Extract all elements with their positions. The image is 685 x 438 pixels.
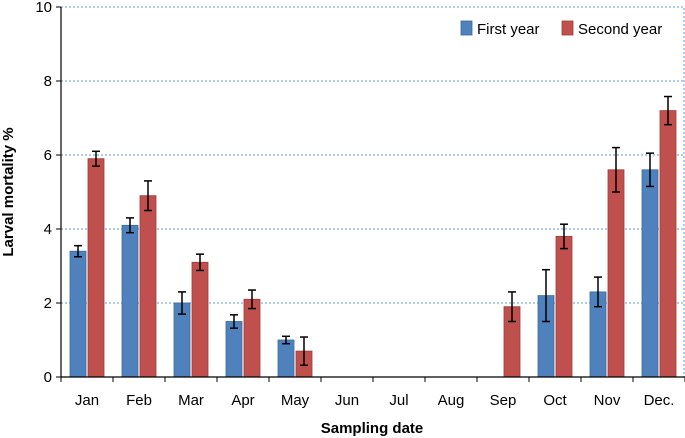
x-axis-title: Sampling date <box>321 420 424 437</box>
y-tick-labels: 0 2 4 6 8 10 <box>35 0 52 386</box>
axes <box>56 6 685 382</box>
bar-second-year-dec <box>659 110 677 378</box>
bar-first-year-dec <box>641 169 659 378</box>
x-tick-label-jan: Jan <box>75 392 99 409</box>
error-bar-first-year-apr <box>230 314 238 329</box>
bar-second-year-jan <box>87 158 105 378</box>
error-bar-first-year-nov <box>594 276 602 308</box>
legend-swatch-second-year <box>561 20 574 36</box>
bar-second-year-oct <box>555 235 573 378</box>
x-tick-label-jun: Jun <box>335 392 359 409</box>
x-tick-label-sep: Sep <box>490 392 517 409</box>
x-tick-label-apr: Apr <box>231 392 254 409</box>
x-tick-label-jul: Jul <box>389 392 408 409</box>
legend-label-first-year: First year <box>477 21 540 38</box>
error-bar-first-year-oct <box>542 268 550 323</box>
y-tick-label-4: 4 <box>44 221 52 238</box>
bar-first-year-may <box>277 339 295 378</box>
y-axis-title: Larval mortality % <box>0 127 17 256</box>
bar-first-year-apr <box>225 321 243 378</box>
bar-first-year-feb <box>121 224 139 378</box>
y-tick-label-0: 0 <box>44 369 52 386</box>
legend-swatch-first-year <box>460 20 473 36</box>
bar-second-year-feb <box>139 195 157 378</box>
x-tick-label-may: May <box>281 392 310 409</box>
error-bar-second-year-jan <box>92 150 100 167</box>
error-bar-first-year-may <box>282 335 290 345</box>
error-bar-first-year-dec <box>646 152 654 188</box>
legend: First year Second year <box>460 20 662 38</box>
y-tick-label-8: 8 <box>44 73 52 90</box>
error-bar-second-year-apr <box>248 289 256 310</box>
y-tick-label-6: 6 <box>44 147 52 164</box>
error-bar-second-year-oct <box>560 223 568 250</box>
x-tick-label-oct: Oct <box>543 392 567 409</box>
bars <box>69 110 677 378</box>
x-tick-label-mar: Mar <box>178 392 204 409</box>
x-tick-label-nov: Nov <box>594 392 621 409</box>
x-tick-labels: Jan Feb Mar Apr May Jun Jul Aug Sep Oct Nov Dec. <box>75 392 675 409</box>
error-bars <box>74 95 672 366</box>
error-bar-second-year-dec <box>664 95 672 126</box>
bar-second-year-apr <box>243 298 261 378</box>
error-bar-second-year-nov <box>612 146 620 193</box>
bar-first-year-jan <box>69 250 87 378</box>
legend-label-second-year: Second year <box>578 21 662 38</box>
bar-second-year-mar <box>191 261 209 378</box>
error-bar-second-year-may <box>300 336 308 366</box>
error-bar-first-year-feb <box>126 217 134 234</box>
x-tick-label-dec: Dec. <box>644 392 675 409</box>
error-bar-second-year-sep <box>508 291 516 323</box>
error-bar-second-year-feb <box>144 180 152 212</box>
gridlines <box>61 6 685 304</box>
x-tick-label-feb: Feb <box>126 392 152 409</box>
error-bar-first-year-jan <box>74 244 82 258</box>
error-bar-first-year-mar <box>178 291 186 315</box>
bar-second-year-nov <box>607 169 625 378</box>
y-tick-label-10: 10 <box>35 0 52 16</box>
x-tick-label-aug: Aug <box>438 392 465 409</box>
error-bar-second-year-mar <box>196 253 204 272</box>
y-tick-label-2: 2 <box>44 295 52 312</box>
